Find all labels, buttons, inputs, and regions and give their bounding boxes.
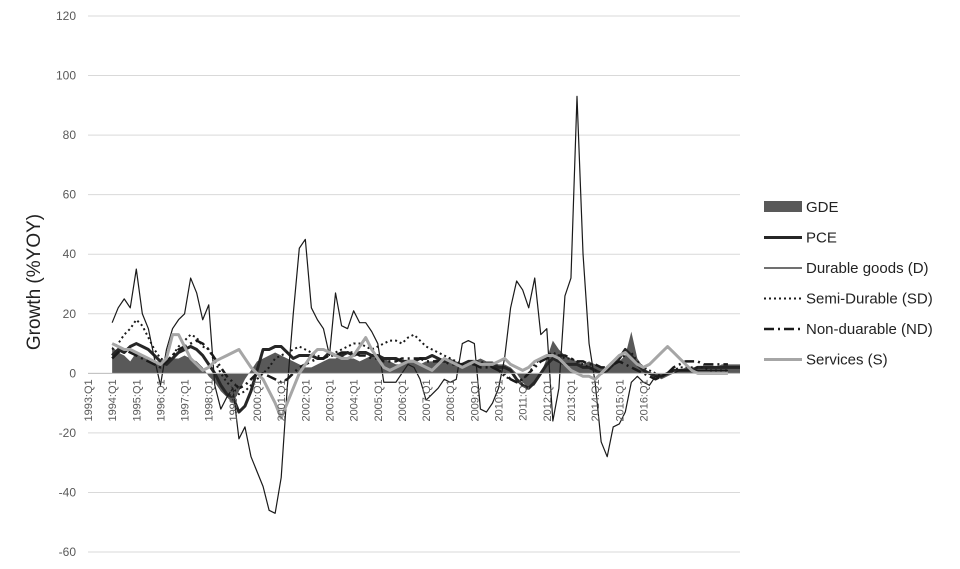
x-tick-label: 2000:Q1 [252, 379, 264, 421]
y-tick-label: 80 [63, 128, 77, 142]
legend-non-duarable-nd: Non-duarable (ND) [764, 321, 933, 338]
x-tick-label: 2015:Q1 [614, 379, 626, 421]
legend-gde-label: GDE [806, 199, 839, 216]
y-tick-label: -60 [59, 545, 77, 559]
legend-gde-swatch [764, 201, 802, 212]
legend-services-s-label: Services (S) [806, 352, 888, 369]
y-tick-label: 40 [63, 247, 77, 261]
x-tick-label: 2005:Q1 [373, 379, 385, 421]
legend-durable-goods-d: Durable goods (D) [764, 260, 929, 277]
x-tick-label: 1996:Q1 [155, 379, 167, 421]
y-tick-label: 60 [63, 188, 77, 202]
legend-gde: GDE [764, 199, 839, 216]
legend: GDE PCE Durable goods (D) Semi-Durable (SD)… [764, 199, 933, 369]
series-durable-goods-d-line [111, 95, 728, 514]
y-axis-title: Growth (%YOY) [24, 214, 45, 350]
y-tick-label: -40 [59, 485, 77, 499]
x-tick-label: 2013:Q1 [566, 379, 578, 421]
x-tick-label: 2008:Q1 [445, 379, 457, 421]
x-tick-label: 2001:Q1 [276, 379, 288, 421]
gridlines [88, 15, 740, 553]
legend-non-duarable-nd-label: Non-duarable (ND) [806, 321, 933, 338]
y-axis-ticks: -60 -40 -20 0 20 40 60 80 100 120 [56, 9, 76, 559]
x-tick-label: 2006:Q1 [397, 379, 409, 421]
x-tick-label: 1998:Q1 [204, 379, 216, 421]
series-layer [111, 95, 741, 514]
x-axis-ticks: 1993:Q1 1994:Q1 1995:Q1 1996:Q1 1997:Q1 1998:… [83, 379, 650, 421]
x-tick-label: 2007:Q1 [421, 379, 433, 421]
x-tick-label: 1995:Q1 [131, 379, 143, 421]
x-tick-label: 2012:Q1 [542, 379, 554, 421]
x-tick-label: 2010:Q1 [494, 379, 506, 421]
x-tick-label: 1993:Q1 [83, 379, 95, 421]
x-tick-label: 1997:Q1 [180, 379, 192, 421]
legend-pce-label: PCE [806, 230, 837, 247]
series-non-duarable-nd-line [111, 339, 728, 390]
y-tick-label: 0 [69, 366, 76, 380]
x-tick-label: 2002:Q1 [300, 379, 312, 421]
y-tick-label: 100 [56, 69, 76, 83]
y-tick-label: -20 [59, 426, 77, 440]
legend-semi-durable-sd: Semi-Durable (SD) [764, 291, 933, 308]
legend-services-s: Services (S) [764, 352, 888, 369]
legend-semi-durable-sd-label: Semi-Durable (SD) [806, 291, 933, 308]
y-tick-label: 120 [56, 9, 76, 23]
series-services-s-line [111, 333, 728, 420]
legend-durable-goods-d-label: Durable goods (D) [806, 260, 929, 277]
y-tick-label: 20 [63, 307, 77, 321]
x-tick-label: 2004:Q1 [349, 379, 361, 421]
legend-pce: PCE [764, 230, 837, 247]
x-tick-label: 2014:Q1 [590, 379, 602, 421]
x-tick-label: 1994:Q1 [107, 379, 119, 421]
x-tick-label: 1999:Q1 [228, 379, 240, 421]
x-tick-label: 2009:Q1 [469, 379, 481, 421]
x-tick-label: 2003:Q1 [324, 379, 336, 421]
x-tick-label: 2016:Q1 [638, 379, 650, 421]
x-tick-label: 2011:Q1 [518, 379, 530, 420]
